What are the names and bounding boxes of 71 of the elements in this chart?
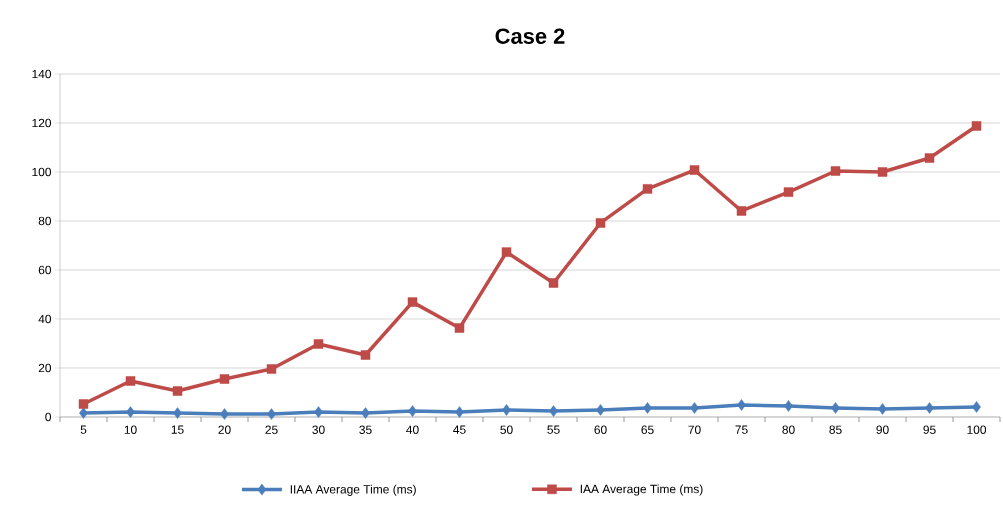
chart-title: Case 2 — [495, 28, 565, 44]
point — [737, 399, 746, 411]
point — [925, 402, 934, 414]
x-tick-label: 40 — [406, 425, 419, 434]
legend-label: IIAA Average Time (ms) — [290, 484, 416, 496]
x-tick-label: 60 — [594, 425, 607, 434]
point — [219, 374, 230, 384]
point — [736, 206, 747, 216]
point — [172, 386, 183, 396]
x-tick-label: 5 — [80, 425, 87, 434]
point — [502, 404, 511, 416]
point — [267, 408, 276, 420]
point — [971, 121, 982, 131]
point — [79, 407, 88, 419]
point — [454, 323, 465, 333]
x-tick-label: 75 — [735, 425, 748, 434]
point — [78, 399, 89, 409]
x-tick-label: 15 — [171, 425, 184, 434]
x-tick-label: 10 — [124, 425, 137, 434]
x-tick-label: 45 — [453, 425, 466, 434]
y-tick-label: 120 — [32, 118, 52, 128]
legend-label: IAA Average Time (ms) — [580, 484, 703, 496]
point — [313, 339, 324, 349]
point — [126, 406, 135, 418]
point — [784, 400, 793, 412]
x-tick-label: 35 — [359, 425, 372, 434]
x-tick-label: 100 — [967, 425, 987, 434]
point — [689, 165, 700, 175]
point — [830, 166, 841, 176]
point — [642, 184, 653, 194]
x-tick-label: 65 — [641, 425, 654, 434]
point — [314, 406, 323, 418]
y-tick-label: 80 — [38, 216, 52, 226]
x-tick-label: 25 — [265, 425, 278, 434]
x-tick-label: 80 — [782, 425, 795, 434]
y-tick-label: 0 — [45, 412, 52, 422]
point — [173, 407, 182, 419]
y-tick-label: 60 — [38, 265, 52, 275]
point — [596, 404, 605, 416]
x-tick-label: 55 — [547, 425, 560, 434]
point — [361, 407, 370, 419]
x-tick-label: 30 — [312, 425, 325, 434]
point — [831, 402, 840, 414]
point — [549, 405, 558, 417]
point — [408, 405, 417, 417]
point — [407, 297, 418, 307]
point — [220, 408, 229, 420]
x-tick-label: 90 — [876, 425, 889, 434]
point — [548, 278, 559, 288]
point — [690, 402, 699, 414]
y-tick-label: 140 — [32, 69, 52, 79]
point — [972, 401, 981, 413]
point — [501, 247, 512, 257]
point — [266, 364, 277, 374]
x-tick-label: 70 — [688, 425, 701, 434]
y-tick-label: 20 — [38, 363, 52, 373]
point — [878, 403, 887, 415]
x-tick-label: 95 — [923, 425, 936, 434]
point — [360, 350, 371, 360]
point — [924, 153, 935, 163]
y-tick-label: 100 — [32, 167, 52, 177]
x-tick-label: 20 — [218, 425, 231, 434]
point — [783, 187, 794, 197]
point — [877, 167, 888, 177]
point — [643, 402, 652, 414]
point — [455, 406, 464, 418]
y-tick-label: 40 — [38, 314, 52, 324]
x-tick-label: 50 — [500, 425, 513, 434]
point — [595, 218, 606, 228]
x-tick-label: 85 — [829, 425, 842, 434]
point — [125, 376, 136, 386]
